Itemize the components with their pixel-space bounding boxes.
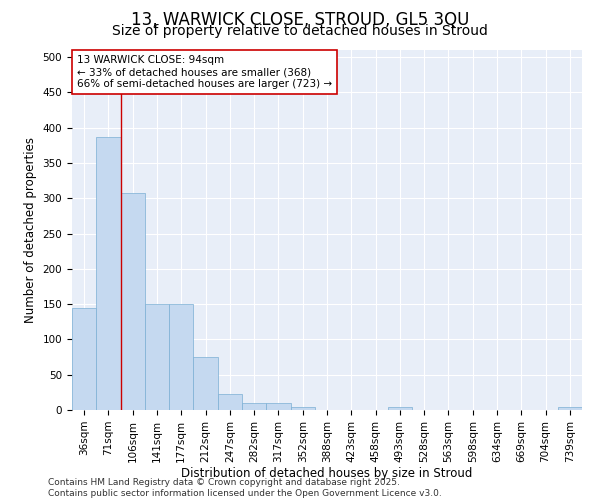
X-axis label: Distribution of detached houses by size in Stroud: Distribution of detached houses by size … bbox=[181, 468, 473, 480]
Text: 13 WARWICK CLOSE: 94sqm
← 33% of detached houses are smaller (368)
66% of semi-d: 13 WARWICK CLOSE: 94sqm ← 33% of detache… bbox=[77, 56, 332, 88]
Bar bbox=[290, 407, 315, 410]
Bar bbox=[121, 192, 145, 410]
Bar bbox=[72, 308, 96, 410]
Bar bbox=[266, 403, 290, 410]
Bar bbox=[218, 394, 242, 410]
Bar bbox=[388, 407, 412, 410]
Text: Size of property relative to detached houses in Stroud: Size of property relative to detached ho… bbox=[112, 24, 488, 38]
Bar bbox=[558, 407, 582, 410]
Bar bbox=[96, 137, 121, 410]
Bar bbox=[169, 304, 193, 410]
Y-axis label: Number of detached properties: Number of detached properties bbox=[24, 137, 37, 323]
Text: 13, WARWICK CLOSE, STROUD, GL5 3QU: 13, WARWICK CLOSE, STROUD, GL5 3QU bbox=[131, 11, 469, 29]
Bar bbox=[193, 357, 218, 410]
Bar bbox=[145, 304, 169, 410]
Bar bbox=[242, 403, 266, 410]
Text: Contains HM Land Registry data © Crown copyright and database right 2025.
Contai: Contains HM Land Registry data © Crown c… bbox=[48, 478, 442, 498]
